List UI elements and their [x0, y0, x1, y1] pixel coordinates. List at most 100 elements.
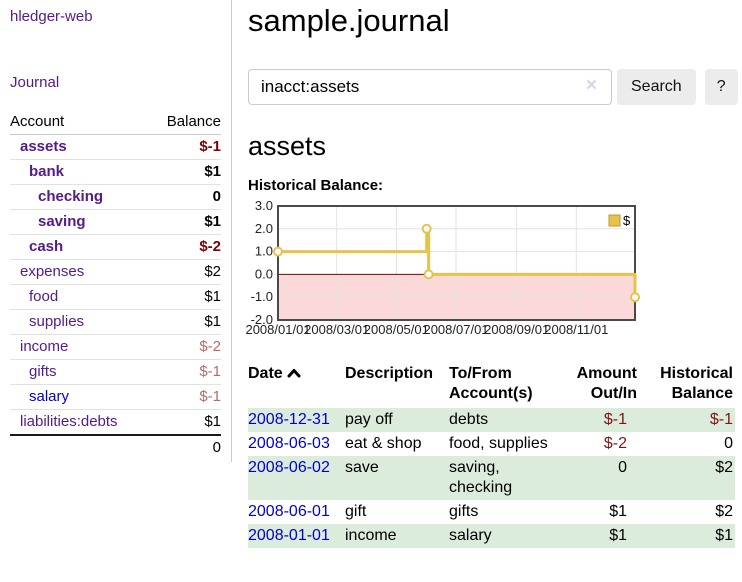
- account-row: gifts $-1: [10, 359, 221, 385]
- transaction-description: pay off: [345, 411, 393, 428]
- transaction-description: gift: [345, 503, 367, 520]
- svg-text:$: $: [623, 213, 631, 228]
- register-row: 2008-06-01 gift gifts $1 $2: [248, 500, 735, 524]
- search-input[interactable]: [248, 69, 612, 105]
- account-row: income $-2: [10, 334, 221, 360]
- account-row: assets $-1: [10, 134, 221, 160]
- register-header-balance: Historical Balance: [660, 365, 733, 402]
- account-balance: $1: [150, 409, 221, 436]
- transaction-amount: $-1: [603, 411, 627, 428]
- register-header-amount: Amount Out/In: [576, 365, 637, 402]
- transaction-accounts: salary: [449, 527, 492, 544]
- transaction-balance: $2: [715, 459, 733, 476]
- account-balance: $-1: [150, 359, 221, 385]
- historical-balance-chart: $3.0 2.0 1.0 0.0 -1.0 -2.0 2008/01/01 2008/03/0…: [245, 198, 738, 338]
- svg-text:2008/03/01: 2008/03/01: [304, 322, 369, 337]
- account-balance: $-2: [150, 234, 221, 260]
- sidebar-account-expenses[interactable]: expenses: [20, 263, 85, 280]
- account-balance: $-2: [150, 334, 221, 360]
- transaction-balance: $-1: [709, 411, 733, 428]
- search-button[interactable]: Search: [617, 69, 696, 105]
- account-balance: $-1: [150, 134, 221, 160]
- transaction-accounts: debts: [449, 411, 489, 428]
- svg-text:2008/01/01: 2008/01/01: [245, 322, 310, 337]
- sidebar-account-income[interactable]: income: [20, 338, 69, 355]
- chart-canvas: $3.0 2.0 1.0 0.0 -1.0 -2.02008/01/012008/03/0…: [245, 198, 640, 337]
- accounts-header-balance: Balance: [150, 110, 221, 135]
- transaction-date-link[interactable]: 2008-06-03: [248, 435, 330, 452]
- transaction-balance: 0: [724, 435, 733, 452]
- transaction-amount: $1: [609, 503, 627, 520]
- date-header-label: Date: [248, 365, 283, 382]
- sidebar-item-journal[interactable]: Journal: [10, 74, 60, 91]
- sidebar-account-cash[interactable]: cash: [29, 238, 64, 255]
- register-row: 2008-01-01 income salary $1 $1: [248, 524, 735, 548]
- svg-text:-2.0: -2.0: [251, 312, 273, 327]
- main-content: sample.journal × Search ? assets Histori…: [232, 0, 742, 548]
- help-button[interactable]: ?: [704, 69, 738, 105]
- svg-text:2008/07/01: 2008/07/01: [423, 322, 488, 337]
- transaction-date-link[interactable]: 2008-06-01: [248, 503, 330, 520]
- transaction-amount: 0: [618, 459, 627, 476]
- sidebar-account-assets[interactable]: assets: [20, 138, 67, 155]
- register-row: 2008-12-31 pay off debts $-1 $-1: [248, 408, 735, 432]
- account-row: bank $1: [10, 159, 221, 185]
- chart-label: Historical Balance:: [248, 177, 384, 194]
- sidebar-account-food[interactable]: food: [29, 288, 59, 305]
- svg-text:3.0: 3.0: [255, 198, 273, 213]
- account-balance: $-1: [150, 384, 221, 410]
- transaction-date-link[interactable]: 2008-12-31: [248, 411, 330, 428]
- sidebar-account-liabilities-debts[interactable]: liabilities:debts: [20, 413, 118, 430]
- transaction-accounts: saving, checking: [449, 459, 513, 496]
- account-balance: $1: [150, 284, 221, 310]
- sidebar-account-gifts[interactable]: gifts: [29, 363, 57, 380]
- transaction-description: save: [345, 459, 379, 476]
- account-row: checking 0: [10, 184, 221, 210]
- svg-text:2.0: 2.0: [255, 221, 273, 236]
- register-row: 2008-06-02 save saving, checking 0 $2: [248, 456, 735, 500]
- transaction-description: eat & shop: [345, 435, 422, 452]
- transaction-amount: $1: [609, 527, 627, 544]
- transaction-balance: $2: [715, 503, 733, 520]
- register-table: Date Description To/From Account(s) Amou…: [248, 362, 735, 548]
- transaction-description: income: [345, 527, 397, 544]
- svg-text:-1.0: -1.0: [251, 289, 273, 304]
- svg-text:2008/05/01: 2008/05/01: [364, 322, 429, 337]
- account-balance: $1: [150, 309, 221, 335]
- transaction-amount: $-2: [603, 435, 627, 452]
- page-title: sample.journal: [248, 3, 450, 38]
- account-row: saving $1: [10, 209, 221, 235]
- register-header-date[interactable]: Date: [248, 362, 345, 408]
- sidebar-account-supplies[interactable]: supplies: [29, 313, 85, 330]
- sidebar-account-bank[interactable]: bank: [29, 163, 65, 180]
- register-row: 2008-06-03 eat & shop food, supplies $-2…: [248, 432, 735, 456]
- account-row: salary $-1: [10, 384, 221, 410]
- accounts-header-account: Account: [10, 110, 151, 135]
- account-row: expenses $2: [10, 259, 221, 285]
- svg-text:2008/09/01: 2008/09/01: [484, 322, 549, 337]
- accounts-total-value: 0: [150, 434, 221, 460]
- accounts-total-row: 0: [10, 434, 221, 460]
- sidebar-account-saving[interactable]: saving: [38, 213, 86, 230]
- sidebar: hledger-web Journal Account Balance asse…: [0, 0, 232, 462]
- accounts-header-row: Account Balance: [10, 110, 221, 135]
- search-form: × Search ?: [248, 69, 738, 105]
- account-balance: $2: [150, 259, 221, 285]
- account-balance: $1: [150, 209, 221, 235]
- register-header-row: Date Description To/From Account(s) Amou…: [248, 362, 735, 408]
- transaction-accounts: gifts: [449, 503, 479, 520]
- sidebar-account-salary[interactable]: salary: [29, 388, 70, 405]
- app-title-link[interactable]: hledger-web: [10, 8, 93, 25]
- register-header-accounts: To/From Account(s): [449, 365, 533, 402]
- account-balance: $1: [150, 159, 221, 185]
- account-page-title: assets: [248, 131, 327, 161]
- account-row: cash $-2: [10, 234, 221, 260]
- sidebar-account-checking[interactable]: checking: [38, 188, 104, 205]
- transaction-date-link[interactable]: 2008-06-02: [248, 459, 330, 476]
- account-row: liabilities:debts $1: [10, 409, 221, 436]
- svg-text:0.0: 0.0: [255, 266, 273, 281]
- clear-search-icon[interactable]: ×: [586, 75, 598, 96]
- transaction-date-link[interactable]: 2008-01-01: [248, 527, 330, 544]
- account-row: food $1: [10, 284, 221, 310]
- svg-text:2008/11/01: 2008/11/01: [544, 322, 608, 337]
